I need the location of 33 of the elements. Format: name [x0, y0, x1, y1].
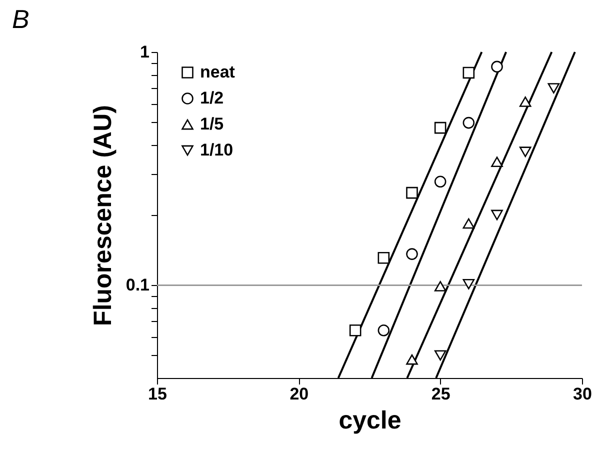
legend-label: 1/5: [200, 114, 224, 134]
point: [462, 116, 475, 129]
point: [434, 122, 446, 134]
y-axis-title: Fluorescence (AU): [88, 105, 117, 326]
point: [406, 186, 418, 199]
point: [406, 354, 418, 365]
point: [378, 252, 390, 264]
x-tick-label: 25: [431, 384, 450, 404]
x-tick-label: 15: [148, 384, 167, 404]
legend-label: 1/10: [200, 140, 234, 160]
point: [519, 96, 532, 107]
legend-label: neat: [200, 62, 236, 82]
point: [462, 279, 475, 290]
point: [434, 281, 446, 292]
x-tick-label: 30: [573, 384, 592, 404]
point: [378, 324, 390, 336]
point: [491, 210, 503, 220]
y-tick-label: 0.1: [126, 276, 150, 295]
point: [349, 324, 362, 336]
point: [434, 350, 446, 361]
x-tick-label: 20: [290, 384, 309, 404]
x-axis-title: cycle: [338, 406, 402, 434]
y-tick-label: 1: [140, 42, 150, 62]
legend-label: 1/2: [200, 88, 224, 108]
point: [519, 146, 532, 158]
point: [548, 83, 560, 94]
point: [491, 60, 503, 73]
point: [462, 218, 475, 229]
point: [434, 176, 446, 188]
point: [462, 66, 475, 79]
point: [406, 248, 418, 260]
text: B: [12, 4, 30, 35]
point: [491, 156, 503, 168]
